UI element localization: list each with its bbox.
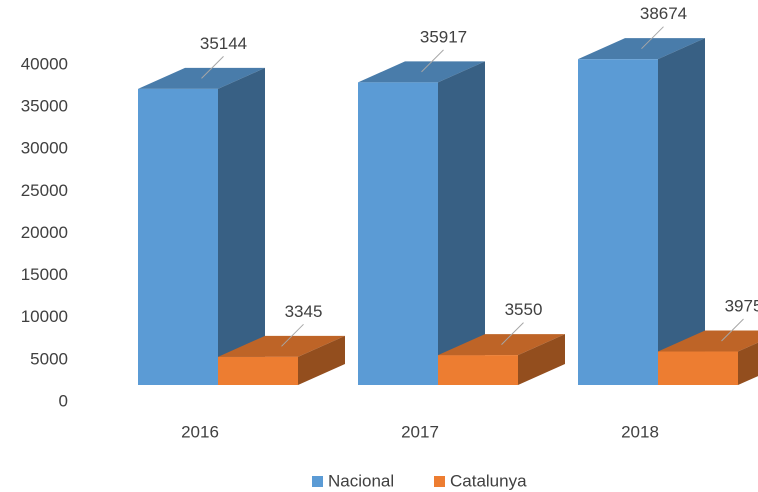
leader-line	[421, 49, 444, 73]
bar-front	[658, 351, 738, 385]
bar-side	[738, 342, 758, 385]
y-tick-label: 30000	[21, 139, 68, 158]
bar	[658, 318, 758, 385]
bar-side	[298, 335, 345, 385]
bar	[138, 56, 265, 385]
leader-line	[721, 318, 744, 342]
bar	[358, 49, 485, 385]
bar-side	[218, 67, 265, 385]
y-tick-label: 20000	[21, 223, 68, 242]
leader-line	[201, 56, 224, 79]
data-label: 38674	[640, 4, 687, 23]
bar	[578, 26, 705, 386]
leader-line	[281, 323, 304, 347]
data-label: 35917	[420, 27, 467, 46]
y-tick-label: 15000	[21, 265, 68, 284]
data-label: 3975	[725, 296, 758, 315]
y-tick-label: 35000	[21, 97, 68, 116]
data-label: 35144	[200, 34, 247, 53]
bar-front	[138, 88, 218, 385]
y-tick-label: 5000	[30, 349, 68, 368]
leader-line	[501, 322, 524, 345]
bar-front	[438, 355, 518, 385]
y-tick-label: 40000	[21, 54, 68, 73]
y-tick-label: 10000	[21, 307, 68, 326]
bar-side	[518, 334, 565, 385]
legend-label: Catalunya	[450, 471, 527, 490]
bar-side	[658, 38, 705, 386]
data-label: 3345	[285, 302, 323, 321]
bar-side	[438, 61, 485, 385]
bar-front	[578, 59, 658, 386]
x-tick-label: 2017	[401, 422, 439, 441]
y-tick-label: 0	[59, 391, 68, 410]
bar-front	[358, 82, 438, 385]
legend-label: Nacional	[328, 471, 394, 490]
legend-swatch	[434, 476, 445, 487]
x-tick-label: 2018	[621, 422, 659, 441]
data-label: 3550	[505, 300, 543, 319]
bar-top	[658, 330, 758, 352]
bar-front	[218, 356, 298, 385]
bar	[438, 322, 565, 385]
leader-line	[641, 26, 664, 50]
x-tick-label: 2016	[181, 422, 219, 441]
legend-swatch	[312, 476, 323, 487]
y-tick-label: 25000	[21, 181, 68, 200]
bar	[218, 323, 345, 385]
